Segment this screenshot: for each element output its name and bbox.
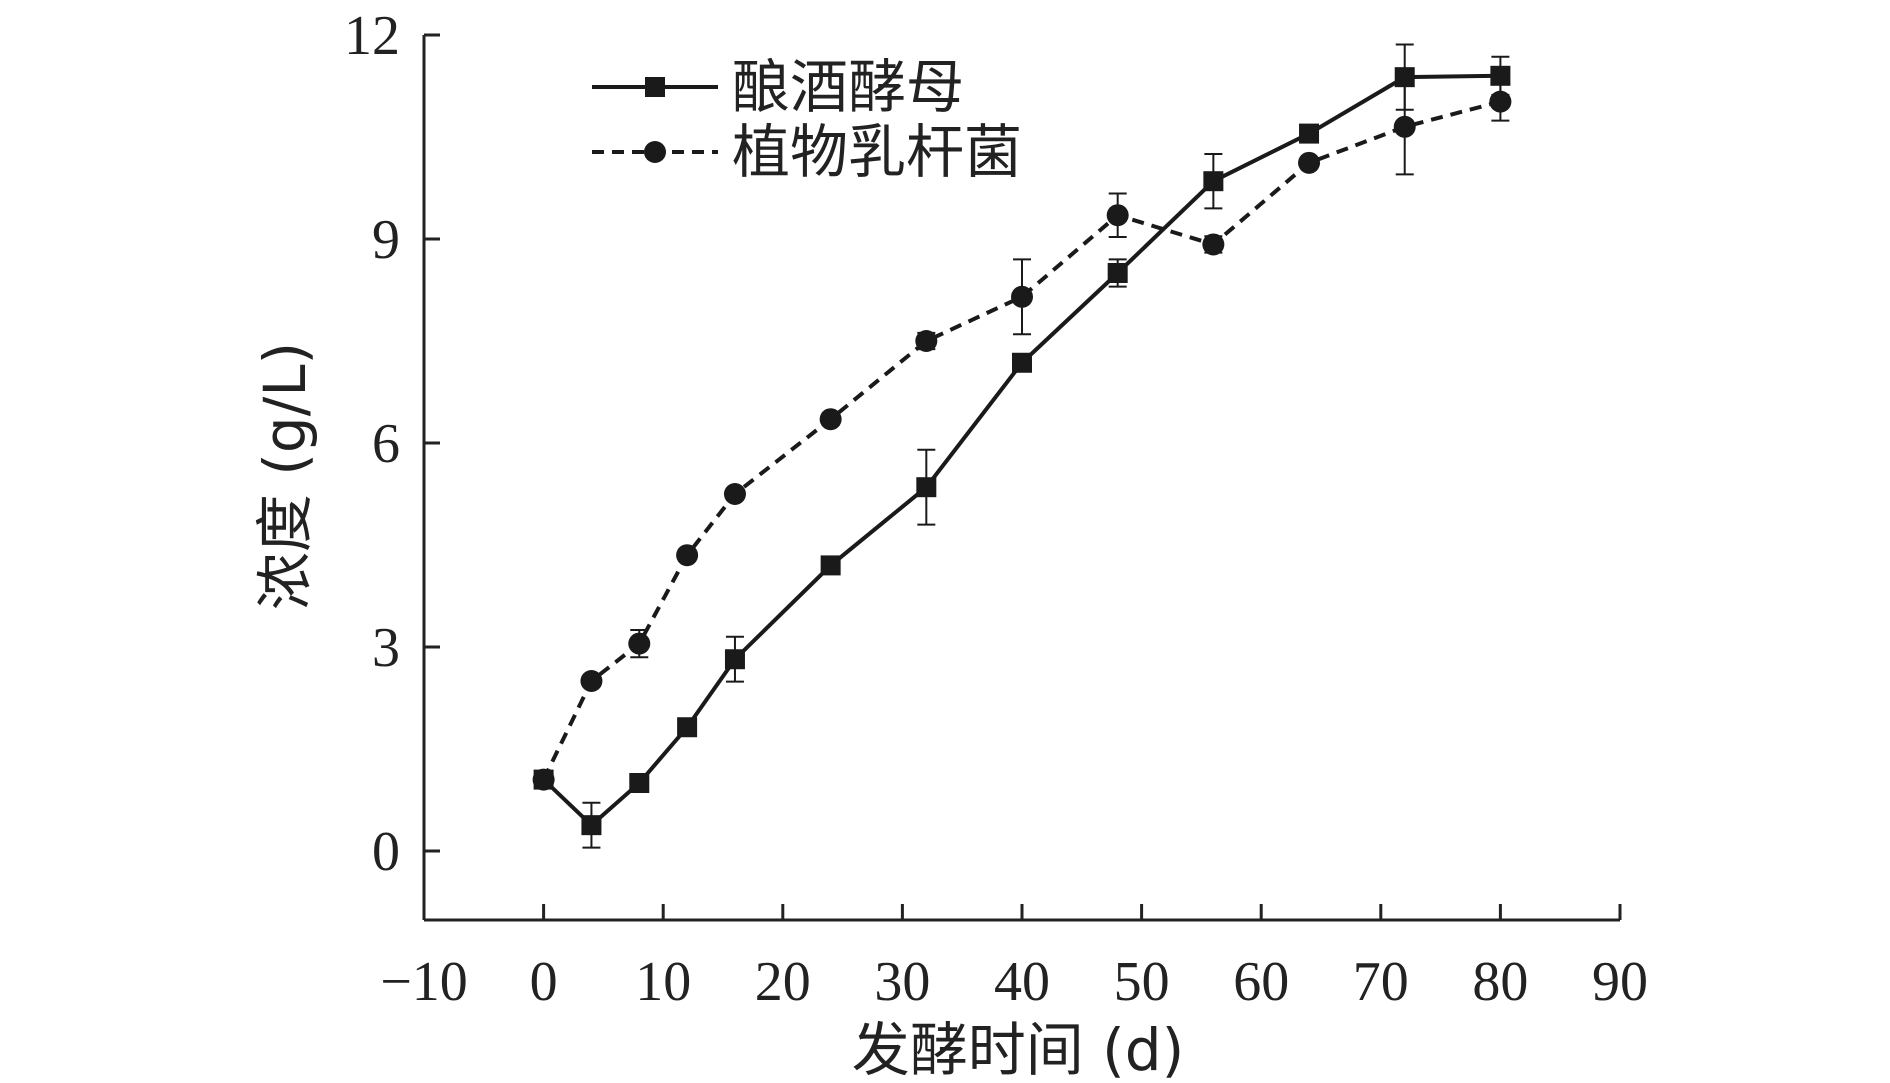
data-point-square — [724, 649, 745, 670]
x-tick-label: 40 — [994, 951, 1050, 1013]
data-point-square — [1299, 123, 1320, 144]
legend-marker-square — [645, 77, 665, 97]
x-tick-label: 10 — [635, 951, 691, 1013]
data-point-circle — [1202, 233, 1225, 256]
series-layer — [532, 43, 1512, 849]
data-point-circle — [676, 544, 699, 567]
x-tick-label: 80 — [1472, 951, 1528, 1013]
data-point-square — [1203, 171, 1224, 192]
x-tick-label: 20 — [755, 951, 811, 1013]
x-tick-label: −10 — [380, 951, 468, 1013]
y-tick-label: 3 — [372, 617, 400, 679]
data-point-square — [1394, 67, 1415, 88]
x-tick-label: 0 — [530, 951, 558, 1013]
data-point-circle — [1298, 151, 1321, 174]
x-tick-label: 90 — [1592, 951, 1648, 1013]
legend-label: 酿酒酵母 — [732, 53, 964, 121]
data-point-circle — [1393, 115, 1416, 138]
data-point-square — [677, 717, 698, 738]
data-point-square — [1012, 352, 1032, 373]
series-2 — [532, 78, 1512, 791]
data-point-circle — [1489, 90, 1512, 113]
data-point-circle — [580, 670, 603, 692]
data-point-circle — [628, 632, 651, 655]
data-point-square — [1107, 263, 1128, 283]
y-tick-label: 0 — [372, 821, 400, 883]
y-tick-label: 9 — [372, 209, 400, 271]
data-point-circle — [532, 768, 555, 791]
data-point-circle — [723, 483, 746, 505]
x-tick-label: 30 — [874, 951, 930, 1013]
data-point-circle — [1106, 204, 1129, 227]
y-tick-label: 6 — [372, 413, 400, 475]
data-point-square — [581, 815, 602, 836]
y-axis-title: 浓度 (g/L) — [251, 342, 319, 610]
data-point-circle — [819, 408, 842, 431]
axes: −10 0 10 20 30 40 50 60 70 80 90 0 3 6 9 12 — [344, 5, 1648, 1013]
legend-marker-circle — [644, 141, 666, 163]
series-line — [542, 73, 1501, 828]
x-tick-label: 60 — [1233, 951, 1289, 1013]
series-line — [541, 99, 1501, 781]
x-tick-label: 50 — [1114, 951, 1170, 1013]
x-axis-title: 发酵时间 (d) — [852, 1016, 1185, 1083]
legend-label: 植物乳杆菌 — [732, 118, 1022, 186]
data-point-square — [629, 773, 650, 793]
x-tick-label: 70 — [1353, 951, 1409, 1013]
data-point-square — [916, 477, 937, 498]
data-point-circle — [1011, 285, 1033, 308]
series-1 — [533, 43, 1511, 849]
data-point-circle — [915, 330, 938, 352]
data-point-square — [1490, 65, 1511, 86]
y-tick-label: 12 — [344, 5, 400, 67]
data-point-square — [820, 555, 841, 576]
